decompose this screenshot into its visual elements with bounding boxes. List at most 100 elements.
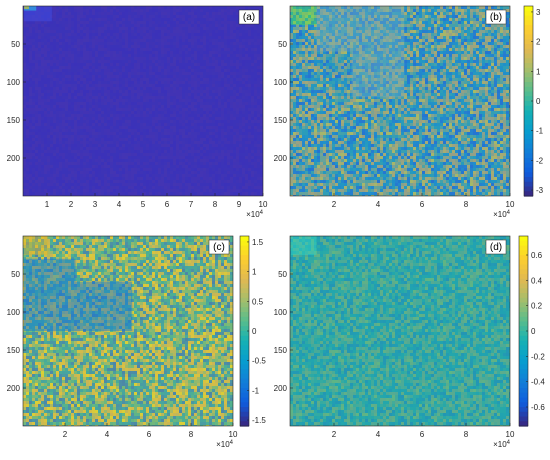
x-tick-label: 10 [229, 430, 238, 439]
y-tick-label: 150 [274, 116, 288, 125]
heatmap-region-overlay [24, 236, 49, 255]
panel-label-box [238, 9, 260, 25]
heatmap-region-overlay [351, 51, 405, 98]
x-tick-label: 8 [464, 200, 469, 209]
y-tick-label: 150 [7, 116, 21, 125]
x-tick-label: 1 [45, 200, 50, 209]
x-tick-label: 6 [420, 200, 425, 209]
y-tick-label: 100 [274, 78, 288, 87]
noise-texture [23, 236, 233, 426]
colorbar-tick-label: 3 [536, 8, 541, 17]
colorbar: 0.6 0.4 0.2 0 -0.2 -0.4 -0.6 [518, 235, 545, 427]
colorbar-tick-label: 2 [536, 38, 541, 47]
colorbar-tick-label: 1.5 [252, 238, 264, 247]
x-exponent-label: ×104 [216, 440, 234, 449]
colorbar-tick-label: -3 [536, 186, 544, 195]
x-tick-label: 10 [259, 200, 268, 209]
y-tick-label: 200 [7, 154, 21, 163]
y-tick-label: 50 [278, 270, 287, 279]
panel-label: (a) [243, 12, 255, 23]
x-tick-label: 3 [93, 200, 98, 209]
panel-label-box [485, 239, 507, 255]
colorbar-tick-label: 1 [536, 67, 541, 76]
colorbar-tick-label: 1 [252, 268, 257, 277]
heatmap-background [290, 236, 510, 426]
heatmap-region [24, 6, 29, 10]
colorbar-tick-label: -0.4 [531, 378, 545, 387]
colorbar-tick-label: -2 [536, 156, 544, 165]
axes-frame [289, 235, 511, 427]
x-exponent-label: ×104 [246, 210, 264, 219]
x-exponent-label: ×104 [493, 440, 511, 449]
noise-texture [290, 6, 510, 196]
x-tick-label: 4 [105, 430, 110, 439]
x-tick-label: 6 [420, 430, 425, 439]
x-tick-label: 2 [332, 430, 337, 439]
colorbar-tick-label: 0.4 [531, 276, 543, 285]
heatmap-region-overlay [24, 281, 133, 331]
colorbar-tick-label: 0 [531, 327, 536, 336]
panel-3: 2 4 6 8 10×104 50 100 150 200 (c) 1.5 1 0.5 0 -0.5 -1 -1… [7, 235, 266, 449]
colorbar-tick-label: 0 [536, 97, 541, 106]
heatmap-region-overlay [24, 258, 76, 282]
x-tick-label: 2 [63, 430, 68, 439]
x-tick-label: 6 [147, 430, 152, 439]
x-tick-label: 4 [376, 430, 381, 439]
y-tick-label: 50 [11, 40, 20, 49]
heatmap-background [23, 6, 263, 196]
heatmap-region-overlay [316, 6, 405, 52]
panel-label: (d) [490, 242, 502, 253]
panel-label-box [485, 9, 507, 25]
x-tick-label: 5 [141, 200, 146, 209]
colorbar: 1.5 1 0.5 0 -0.5 -1 -1.5 [239, 235, 266, 427]
x-tick-label: 10 [506, 200, 515, 209]
axes-frame [22, 235, 234, 427]
y-tick-label: 100 [7, 78, 21, 87]
colorbar-tick-label: 0.5 [252, 297, 264, 306]
y-tick-label: 100 [7, 308, 21, 317]
heatmap-body [23, 236, 233, 426]
x-tick-label: 8 [213, 200, 218, 209]
panel-label-box [208, 239, 230, 255]
y-tick-label: 200 [274, 384, 288, 393]
y-tick-label: 200 [7, 384, 21, 393]
x-tick-label: 4 [376, 200, 381, 209]
colorbar: 3 2 1 0 -1 -2 -3 [523, 5, 544, 197]
x-tick-label: 6 [165, 200, 170, 209]
panel-label: (b) [490, 12, 502, 23]
colorbar-tick-label: -1.5 [252, 416, 266, 425]
colorbar-tick-label: -0.5 [252, 357, 266, 366]
x-tick-label: 8 [189, 430, 194, 439]
heatmap-region-overlay [291, 6, 317, 25]
heatmap-region-overlay [24, 6, 52, 22]
heatmap-body [290, 236, 510, 426]
y-tick-label: 100 [274, 308, 288, 317]
colorbar-tick-label: -0.2 [531, 352, 545, 361]
x-tick-label: 4 [117, 200, 122, 209]
x-tick-label: 2 [332, 200, 337, 209]
panel-4: 2 4 6 8 10×104 50 100 150 200 (d) 0.6 0.4 0.2 0 -0.2 -0… [274, 235, 545, 449]
heatmap-region [291, 236, 317, 255]
heatmap-region-overlay [291, 236, 317, 255]
y-tick-label: 50 [278, 40, 287, 49]
heatmap-region [24, 6, 37, 11]
heatmap-body [290, 6, 510, 196]
x-tick-label: 8 [464, 430, 469, 439]
heatmap-region-overlay [24, 6, 37, 11]
x-exponent-label: ×104 [493, 210, 511, 219]
heatmap-body [23, 6, 263, 196]
y-tick-label: 150 [7, 346, 21, 355]
colorbar-tick-label: 0 [252, 327, 257, 336]
panel-1: 1 2 3 4 5 6 7 8 9 10×104 50 100 150 200 (a) [7, 5, 268, 219]
colorbar-tick-label: 0.2 [531, 302, 543, 311]
x-tick-label: 2 [69, 200, 74, 209]
colorbar-tick-label: -1 [252, 386, 260, 395]
x-tick-label: 7 [189, 200, 194, 209]
panel-label: (c) [213, 242, 225, 253]
y-tick-label: 150 [274, 346, 288, 355]
colorbar-tick-label: -0.6 [531, 403, 545, 412]
colorbar-tick-label: 0.6 [531, 251, 543, 260]
noise-texture [290, 236, 510, 426]
